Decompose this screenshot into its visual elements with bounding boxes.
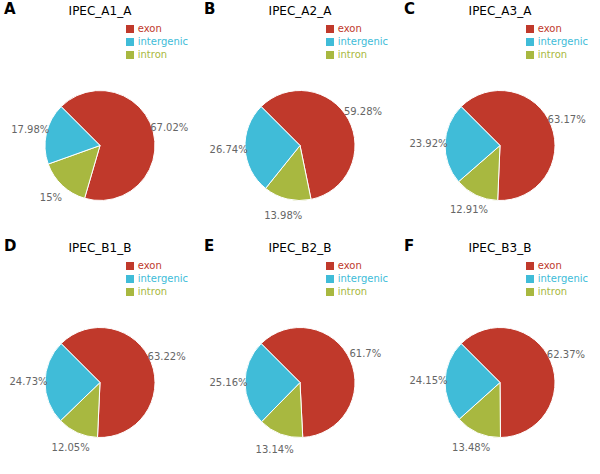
svg-text:23.92%: 23.92% — [409, 138, 447, 149]
html-text:exon: exon — [537, 260, 562, 271]
svg-text:12.91%: 12.91% — [450, 204, 488, 215]
html-text:intergenic: intergenic — [137, 273, 188, 284]
svg-text:25.16%: 25.16% — [209, 377, 247, 388]
html-text:intron: intron — [337, 49, 368, 60]
html-text:intron: intron — [337, 286, 368, 297]
svg-text:24.15%: 24.15% — [409, 375, 447, 386]
svg-text:26.74%: 26.74% — [210, 144, 248, 155]
html-text:C: C — [404, 0, 415, 18]
svg-text:63.17%: 63.17% — [548, 114, 586, 125]
svg-text:13.98%: 13.98% — [264, 210, 302, 221]
svg-text:13.14%: 13.14% — [256, 444, 294, 455]
html-text:intergenic: intergenic — [337, 273, 388, 284]
html-text:exon: exon — [137, 23, 162, 34]
svg-text:67.02%: 67.02% — [150, 122, 188, 133]
html-text:B: B — [204, 0, 216, 18]
html-text:IPEC_A3_A: IPEC_A3_A — [468, 4, 532, 18]
html-text:intergenic: intergenic — [337, 36, 388, 47]
html-text:intron: intron — [137, 49, 168, 60]
html-text:exon: exon — [137, 260, 162, 271]
svg-text:17.98%: 17.98% — [11, 124, 49, 135]
html-text:intron: intron — [537, 49, 568, 60]
html-text:exon: exon — [337, 260, 362, 271]
svg-text:15%: 15% — [40, 192, 62, 203]
html-text:IPEC_B2_B: IPEC_B2_B — [268, 241, 332, 255]
html-text:intron: intron — [137, 286, 168, 297]
svg-text:59.28%: 59.28% — [344, 106, 382, 117]
html-text:IPEC_A1_A: IPEC_A1_A — [68, 4, 132, 18]
svg-text:24.73%: 24.73% — [9, 376, 47, 387]
svg-text:13.48%: 13.48% — [452, 442, 490, 453]
html-text:IPEC_A2_A: IPEC_A2_A — [268, 4, 332, 18]
html-text:A: A — [4, 0, 16, 18]
svg-text:63.22%: 63.22% — [148, 351, 186, 362]
html-text:intergenic: intergenic — [537, 36, 588, 47]
html-text:intron: intron — [537, 286, 568, 297]
html-text:D: D — [4, 237, 17, 255]
html-text:IPEC_B1_B: IPEC_B1_B — [68, 241, 132, 255]
html-text:intergenic: intergenic — [537, 273, 588, 284]
svg-text:61.7%: 61.7% — [349, 348, 381, 359]
html-text:E: E — [204, 237, 215, 255]
html-text:exon: exon — [537, 23, 562, 34]
html-text:exon: exon — [337, 23, 362, 34]
html-text:F: F — [404, 237, 415, 255]
html-text:intergenic: intergenic — [137, 36, 188, 47]
html-text:IPEC_B3_B: IPEC_B3_B — [468, 241, 532, 255]
svg-text:12.05%: 12.05% — [52, 442, 90, 453]
svg-text:62.37%: 62.37% — [547, 349, 585, 360]
